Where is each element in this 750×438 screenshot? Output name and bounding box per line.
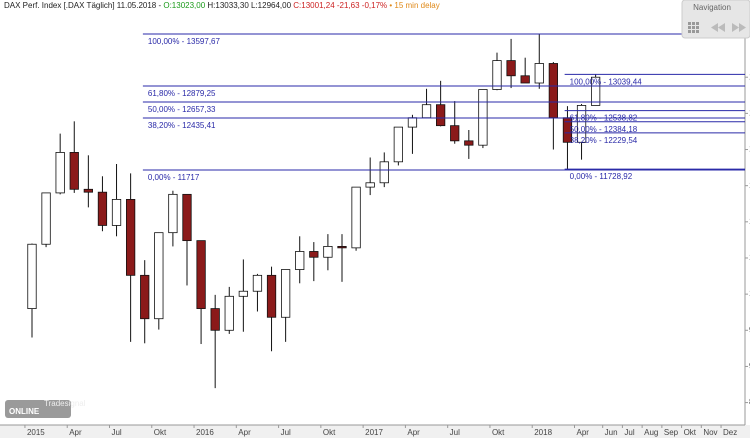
- x-tick-label: Apr: [576, 428, 589, 437]
- fib-label: 100,00% - 13039,44: [570, 77, 643, 86]
- candle-body: [111, 199, 122, 226]
- x-tick-label: Jul: [111, 428, 121, 437]
- candle-body: [140, 274, 150, 320]
- candle-body: [27, 243, 37, 309]
- candle-body: [478, 89, 488, 146]
- candle-body: [450, 125, 460, 142]
- candle-body: [41, 192, 51, 245]
- x-tick-label: 2017: [365, 428, 383, 437]
- candle-body: [506, 60, 516, 77]
- x-tick-label: Sep: [664, 428, 679, 437]
- x-tick-label: Nov: [703, 428, 717, 437]
- x-tick-label: Okt: [684, 428, 697, 437]
- candle-body: [69, 152, 79, 190]
- candle-body: [168, 193, 178, 234]
- candle-body: [266, 274, 277, 318]
- x-tick-label: 2016: [196, 428, 214, 437]
- candle-body: [323, 246, 333, 258]
- logo: Tradesignal ONLINE: [5, 399, 86, 418]
- x-tick-label: Jul: [281, 428, 291, 437]
- candle-body: [464, 140, 474, 146]
- x-tick-label: Jul: [624, 428, 634, 437]
- navigation-title: Navigation: [693, 3, 731, 12]
- candle-body: [154, 232, 164, 320]
- candle-body: [365, 182, 375, 188]
- candle-body: [196, 240, 206, 309]
- header-highlow: H:13033,30 L:12964,00: [207, 1, 291, 10]
- candle-body: [520, 75, 530, 84]
- candle-body: [125, 199, 136, 276]
- candle-body: [252, 274, 263, 292]
- candle-body: [492, 60, 502, 90]
- x-tick-label: 2015: [27, 428, 45, 437]
- navigation-panel: Navigation: [681, 0, 750, 39]
- header-open: O:13023,00: [163, 1, 205, 10]
- candle-body: [210, 308, 220, 331]
- x-tick-label: Apr: [69, 428, 82, 437]
- x-tick-label: Apr: [407, 428, 420, 437]
- candle-body: [534, 63, 544, 84]
- candle-body: [576, 105, 587, 143]
- logo-box: [5, 400, 71, 418]
- candle-body: [591, 76, 601, 106]
- plot: 2015 Apr Jul Okt 2016 Apr Jul Okt 2017 Apr Jul Okt 2…: [24, 33, 750, 437]
- candle-body: [407, 117, 418, 128]
- fib-label: 50,00% - 12384,18: [570, 125, 638, 134]
- candle-body: [55, 152, 65, 194]
- candle-body: [224, 295, 234, 331]
- candle-body: [83, 188, 93, 193]
- x-tick-label: Okt: [323, 428, 336, 437]
- logo-brand: Tradesignal: [44, 399, 86, 408]
- x-tick-label: Okt: [154, 428, 167, 437]
- candle-body: [97, 191, 108, 226]
- navigation-grid-icon[interactable]: [688, 22, 699, 33]
- candle-body: [309, 251, 319, 258]
- fib-label: 0,00% - 11717: [148, 173, 200, 182]
- candle-body: [281, 269, 291, 318]
- header-delay: • 15 min delay: [389, 1, 439, 10]
- x-tick-label: Aug: [644, 428, 658, 437]
- candle-body: [436, 104, 446, 127]
- candle-body: [393, 126, 403, 163]
- fib-label: 61,80% - 12879,25: [148, 89, 216, 98]
- fib-label: 38,20% - 12229,54: [570, 136, 638, 145]
- candle-body: [182, 193, 192, 242]
- navigation-back-icon[interactable]: [711, 23, 725, 32]
- fib-label: 38,20% - 12435,41: [148, 121, 216, 130]
- fib-label: 50,00% - 12657,33: [148, 105, 216, 114]
- x-tick-label: Jul: [450, 428, 460, 437]
- x-axis-band: [0, 425, 750, 438]
- x-tick-label: Okt: [492, 428, 505, 437]
- fib-label: 0,00% - 11728,92: [570, 172, 633, 181]
- fib-label: 61,80% - 12538,82: [570, 114, 638, 123]
- header-name: DAX Perf. Index [.DAX Täglich] 11.05.201…: [4, 1, 161, 10]
- header: DAX Perf. Index [.DAX Täglich] 11.05.201…: [4, 1, 440, 10]
- x-tick-label: Dez: [723, 428, 737, 437]
- candle-body: [379, 161, 389, 184]
- candle-body: [238, 290, 248, 297]
- candle-body: [351, 186, 361, 249]
- candle-body: [421, 104, 432, 119]
- candle-body: [337, 246, 347, 249]
- logo-name: ONLINE: [9, 407, 40, 416]
- candle-body: [295, 251, 305, 270]
- header-close: C:13001,24 -21,63 -0,17%: [293, 1, 387, 10]
- x-tick-label: 2018: [534, 428, 552, 437]
- fib-label: 100,00% - 13597,67: [148, 37, 221, 46]
- x-tick-label: Apr: [238, 428, 251, 437]
- x-tick-label: Jun: [605, 428, 618, 437]
- candle-body: [548, 63, 558, 119]
- navigation-forward-icon[interactable]: [732, 23, 746, 32]
